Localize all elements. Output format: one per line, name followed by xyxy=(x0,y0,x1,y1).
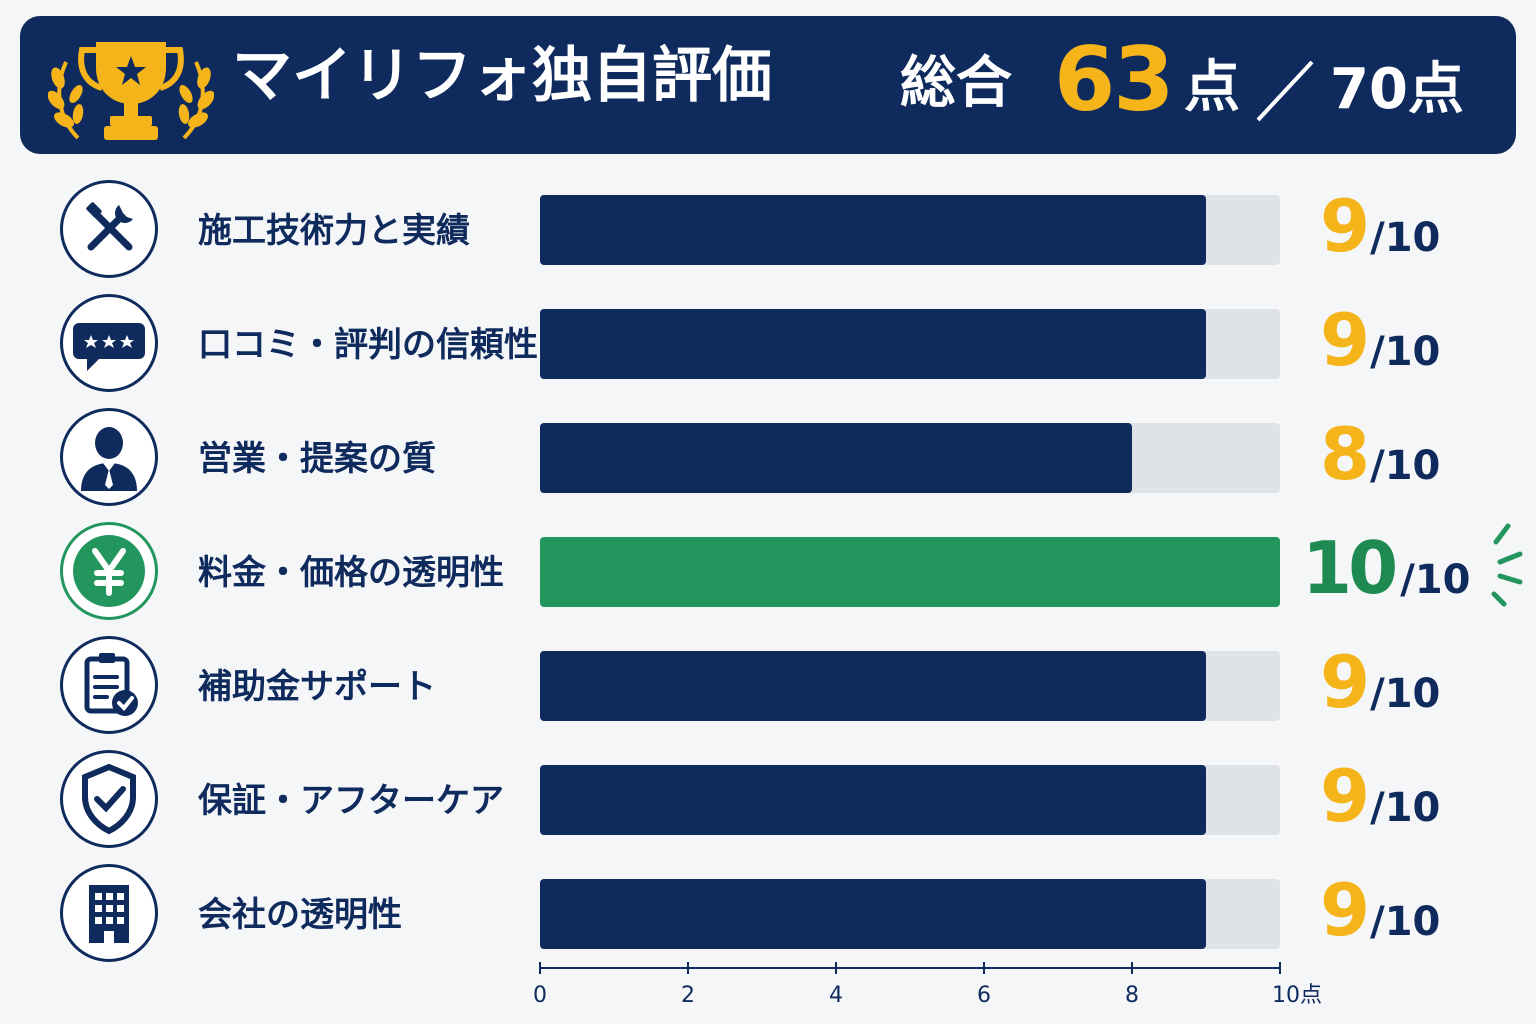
x-tick-label: 2 xyxy=(681,983,695,1008)
row-label-warranty: 保証・アフターケア xyxy=(198,781,504,821)
header-banner xyxy=(20,16,1516,154)
yen-icon xyxy=(60,522,158,620)
score-value: 9 xyxy=(1320,184,1371,268)
score-value: 9 xyxy=(1320,298,1371,382)
x-tick-label: 0 xyxy=(533,983,547,1008)
score-value: 10 xyxy=(1302,526,1398,610)
bar xyxy=(540,537,1280,607)
score-reviews: 9/10 xyxy=(1320,304,1440,384)
total-label: 総合 xyxy=(900,51,1012,116)
score-max: /10 xyxy=(1370,443,1441,489)
score-max: /10 xyxy=(1370,899,1441,945)
total-score: 63 xyxy=(1054,28,1174,131)
score-max: /10 xyxy=(1370,671,1441,717)
x-tick-label: 10点 xyxy=(1272,983,1322,1008)
bar xyxy=(540,309,1206,379)
clipboard-check-icon xyxy=(60,636,158,734)
score-value: 9 xyxy=(1320,754,1371,838)
row-label-construction: 施工技術力と実績 xyxy=(198,211,470,251)
row-label-reviews: 口コミ・評判の信頼性 xyxy=(198,325,538,365)
score-construction: 9/10 xyxy=(1320,190,1440,270)
score-pricing: 10/10 xyxy=(1302,532,1470,612)
total-unit: 点 xyxy=(1184,55,1240,120)
page-title: マイリフォ独自評価 xyxy=(232,41,772,111)
shield-check-icon xyxy=(60,750,158,848)
bar xyxy=(540,195,1206,265)
total-max: 70点 xyxy=(1330,57,1464,122)
x-tick-label: 6 xyxy=(977,983,991,1008)
review-bubble-icon xyxy=(60,294,158,392)
building-icon xyxy=(60,864,158,962)
row-label-subsidy: 補助金サポート xyxy=(198,667,436,707)
x-tick-label: 8 xyxy=(1125,983,1139,1008)
bar xyxy=(540,765,1206,835)
score-value: 9 xyxy=(1320,868,1371,952)
score-company: 9/10 xyxy=(1320,874,1440,954)
score-max: /10 xyxy=(1370,785,1441,831)
tools-icon xyxy=(60,180,158,278)
score-sales: 8/10 xyxy=(1320,418,1440,498)
bar xyxy=(540,423,1132,493)
score-max: /10 xyxy=(1370,329,1441,375)
bar xyxy=(540,651,1206,721)
salesperson-icon xyxy=(60,408,158,506)
bar xyxy=(540,879,1206,949)
score-warranty: 9/10 xyxy=(1320,760,1440,840)
score-value: 8 xyxy=(1320,412,1371,496)
score-subsidy: 9/10 xyxy=(1320,646,1440,726)
score-max: /10 xyxy=(1400,557,1471,603)
trophy-icon xyxy=(48,42,214,140)
row-label-company: 会社の透明性 xyxy=(198,895,402,935)
highlight-burst-icon xyxy=(1491,523,1523,607)
score-max: /10 xyxy=(1370,215,1441,261)
score-value: 9 xyxy=(1320,640,1371,724)
row-label-pricing: 料金・価格の透明性 xyxy=(198,553,504,593)
row-label-sales: 営業・提案の質 xyxy=(198,439,436,479)
slash-separator xyxy=(1256,60,1314,122)
x-tick-label: 4 xyxy=(829,983,843,1008)
